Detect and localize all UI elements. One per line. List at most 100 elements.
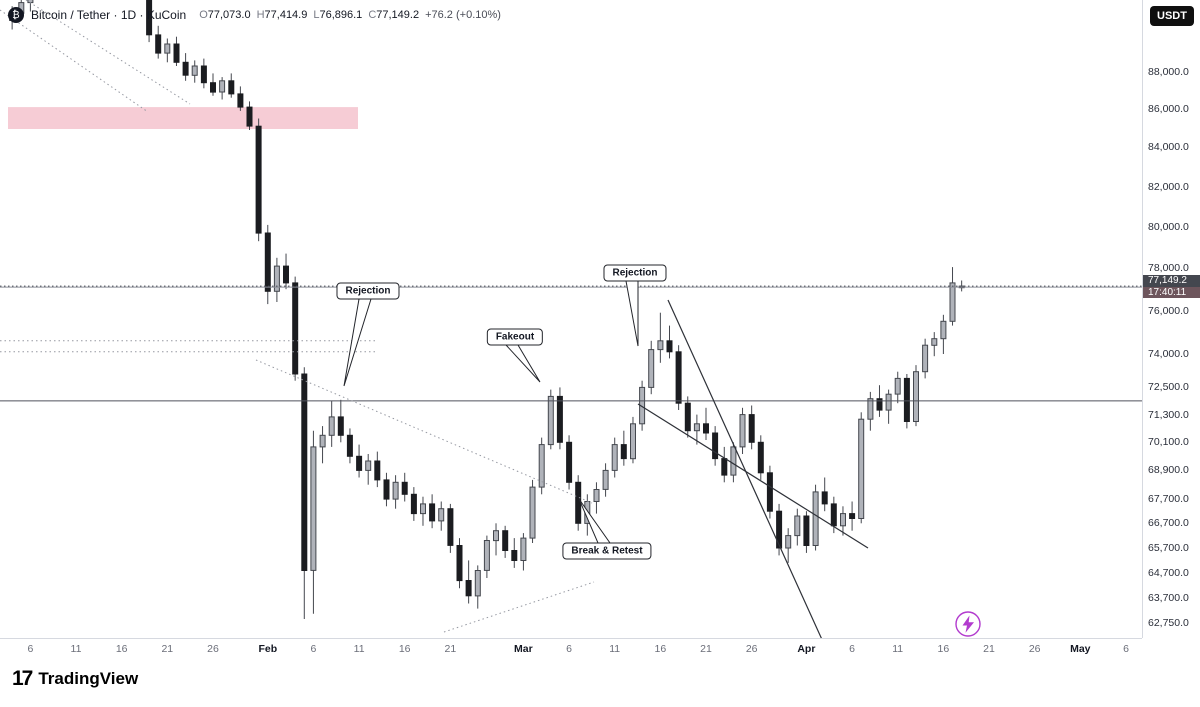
candle [420, 503, 426, 515]
candle [328, 416, 335, 436]
trendline[interactable] [637, 403, 869, 549]
symbol-logo-icon[interactable]: ₿ [8, 7, 24, 23]
candle [894, 377, 901, 395]
candle [474, 570, 481, 597]
time-axis-label: 16 [398, 643, 411, 655]
candle [374, 460, 381, 481]
trendline[interactable] [443, 581, 595, 633]
low-value: 76,896.1 [319, 9, 363, 21]
candle [191, 65, 198, 76]
tradingview-logo[interactable]: 17 TradingView [12, 668, 138, 690]
time-axis-label: 21 [700, 643, 712, 655]
annotation-tail [343, 298, 372, 387]
candle [237, 93, 244, 108]
candle [949, 282, 956, 322]
time-axis-label: 21 [983, 643, 995, 655]
candle [885, 393, 892, 411]
candle [538, 444, 545, 488]
time-axis-label: 6 [310, 643, 317, 655]
candle [246, 106, 253, 127]
low-label: L [313, 9, 320, 21]
candle [812, 491, 819, 546]
candle [648, 349, 655, 388]
annotation-callout[interactable]: Rejection [336, 282, 400, 300]
candle [493, 530, 499, 542]
time-axis[interactable]: 6 11 16 21 26 Feb 6 11 16 21 Mar 6 11 16 21 26 Apr 6 11 16 2… [0, 638, 1142, 661]
candle [566, 441, 573, 483]
candle [301, 373, 308, 571]
candle [210, 82, 216, 93]
candle [903, 377, 910, 422]
candle [547, 395, 554, 446]
price-axis-label: 66,700.0 [1148, 517, 1189, 530]
candle [721, 458, 728, 476]
candle [803, 515, 810, 546]
price-axis-label: 63,700.0 [1148, 592, 1189, 605]
open-label: O [199, 9, 208, 21]
candle [401, 481, 408, 495]
candle [429, 503, 436, 522]
trendline[interactable] [0, 9, 149, 113]
candle [155, 34, 162, 54]
price-axis-label: 72,500.0 [1148, 381, 1189, 394]
bar-countdown: 17:40:11 [1143, 287, 1200, 299]
time-axis-label: 6 [849, 643, 856, 655]
price-axis-label: 84,000.0 [1148, 141, 1189, 154]
candle [666, 340, 673, 353]
high-value: 77,414.9 [264, 9, 308, 21]
candle [319, 434, 326, 448]
trendline[interactable] [667, 299, 824, 638]
price-axis[interactable]: 77,149.2 17:40:11 88,000.0 86,000.0 84,000… [1142, 0, 1200, 638]
price-axis-label: 82,000.0 [1148, 180, 1189, 193]
annotation-tail [625, 280, 639, 347]
time-axis-label: Feb [258, 643, 278, 655]
currency-toggle-button[interactable]: USDT [1150, 6, 1194, 26]
quick-trade-icon[interactable] [955, 611, 981, 637]
trendline[interactable] [25, 0, 191, 105]
candle [620, 444, 627, 460]
candle [255, 125, 262, 234]
supply-zone [8, 107, 358, 129]
candle [456, 545, 463, 582]
candle [264, 232, 271, 292]
symbol-title[interactable]: Bitcoin / Tether · 1D · KuCoin [31, 8, 187, 22]
time-axis-label: 6 [27, 643, 34, 655]
candle [748, 414, 755, 443]
candle [785, 535, 792, 549]
candle [365, 460, 372, 471]
time-axis-label: 21 [161, 643, 174, 655]
annotation-callout[interactable]: Fakeout [486, 328, 544, 346]
candle [502, 530, 509, 552]
time-axis-label: 16 [937, 643, 950, 655]
annotation-callout[interactable]: Break & Retest [562, 542, 652, 560]
current-price-badge: 77,149.2 17:40:11 [1143, 275, 1200, 299]
price-axis-label: 64,700.0 [1148, 567, 1189, 579]
time-axis-label: 11 [892, 643, 904, 655]
time-axis-label: 26 [745, 643, 758, 655]
time-axis-label: 26 [1028, 643, 1041, 655]
time-axis-label: 6 [566, 643, 573, 655]
candle [630, 423, 636, 460]
candle [182, 61, 189, 76]
candle [173, 43, 180, 63]
candle [776, 510, 783, 549]
candle [310, 446, 317, 571]
symbol-header: ₿ Bitcoin / Tether · 1D · KuCoin O77,073… [8, 7, 501, 23]
candle [757, 441, 764, 474]
price-axis-label: 80,000.0 [1148, 220, 1189, 233]
candle [675, 351, 682, 404]
current-price-label: 77,149.2 [1143, 275, 1200, 288]
candle [346, 434, 353, 457]
time-axis-label: 16 [654, 643, 667, 655]
time-axis-label: Mar [514, 643, 533, 655]
candle [657, 340, 664, 351]
open-value: 77,073.0 [207, 9, 251, 21]
candlestick-chart[interactable] [0, 0, 1142, 638]
change-value: +76.2 (+0.10%) [425, 9, 501, 21]
price-axis-label: 70,100.0 [1148, 436, 1189, 449]
annotation-callout[interactable]: Rejection [603, 264, 667, 282]
close-label: C [368, 9, 377, 21]
candle [465, 580, 472, 597]
price-axis-label: 78,000.0 [1148, 262, 1189, 275]
